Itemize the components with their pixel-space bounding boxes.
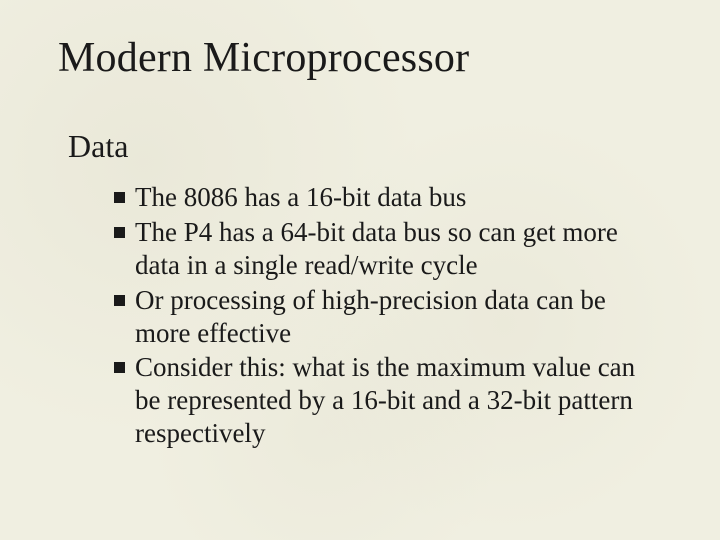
square-bullet-icon bbox=[114, 295, 125, 306]
section-heading: Data bbox=[68, 128, 128, 165]
list-item-label: Or processing of high-precision data can… bbox=[135, 284, 650, 350]
slide-title: Modern Microprocessor bbox=[58, 34, 670, 82]
section-heading-row: Data bbox=[56, 128, 670, 165]
list-item: Consider this: what is the maximum value… bbox=[114, 351, 650, 450]
list-item: The P4 has a 64-bit data bus so can get … bbox=[114, 216, 650, 282]
square-bullet-icon bbox=[114, 362, 125, 373]
square-bullet-icon bbox=[114, 227, 125, 238]
list-item-label: Consider this: what is the maximum value… bbox=[135, 351, 650, 450]
list-item: The 8086 has a 16-bit data bus bbox=[114, 181, 650, 214]
slide: Modern Microprocessor Data The 8086 has … bbox=[0, 0, 720, 540]
list-item-label: The P4 has a 64-bit data bus so can get … bbox=[135, 216, 650, 282]
square-bullet-icon bbox=[114, 192, 125, 203]
list-item-label: The 8086 has a 16-bit data bus bbox=[135, 181, 466, 214]
list-item: Or processing of high-precision data can… bbox=[114, 284, 650, 350]
